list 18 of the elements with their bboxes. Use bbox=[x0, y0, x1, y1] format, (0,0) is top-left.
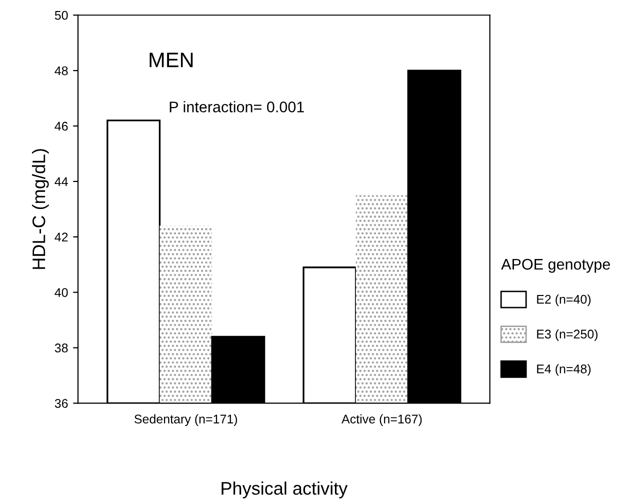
legend-title: APOE genotype bbox=[501, 258, 610, 273]
x-tick-label: Sedentary (n=171) bbox=[134, 414, 238, 426]
annotation: MEN bbox=[150, 52, 193, 68]
legend-label: E2 (n=40) bbox=[537, 294, 591, 306]
y-tick-label: 40 bbox=[54, 288, 68, 297]
x-axis-title: Physical activity bbox=[222, 482, 348, 498]
y-tick-label: 44 bbox=[54, 177, 68, 186]
y-tick-label: 42 bbox=[54, 232, 68, 242]
y-tick-label: 38 bbox=[54, 344, 68, 352]
x-tick-label: Active (n=167) bbox=[342, 414, 422, 426]
legend-label: E4 (n=48) bbox=[537, 364, 591, 376]
y-tick-label: 36 bbox=[54, 399, 68, 408]
annotation: P interaction= 0.001 bbox=[170, 101, 304, 112]
y-tick-label: 46 bbox=[54, 122, 68, 131]
y-axis-title: HDL-C (mg/dL) bbox=[32, 149, 49, 269]
y-tick-label: 48 bbox=[54, 66, 68, 76]
y-tick-label: 50 bbox=[54, 10, 68, 20]
legend-label: E3 (n=250) bbox=[537, 329, 598, 341]
